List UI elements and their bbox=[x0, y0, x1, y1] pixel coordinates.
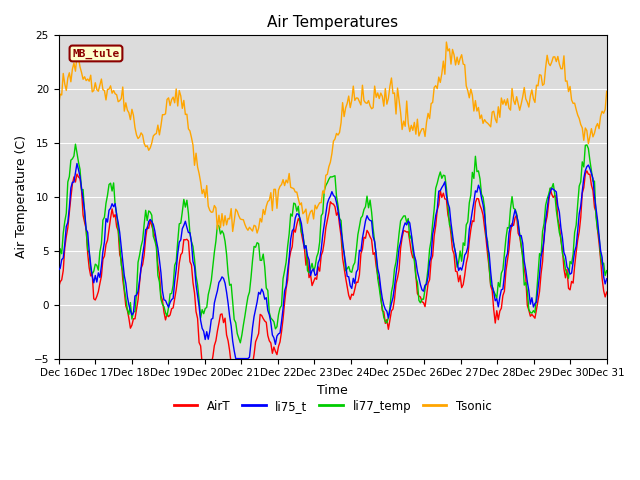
Y-axis label: Air Temperature (C): Air Temperature (C) bbox=[15, 135, 28, 258]
Legend: AirT, li75_t, li77_temp, Tsonic: AirT, li75_t, li77_temp, Tsonic bbox=[169, 395, 497, 417]
Title: Air Temperatures: Air Temperatures bbox=[267, 15, 398, 30]
Text: MB_tule: MB_tule bbox=[72, 48, 120, 59]
X-axis label: Time: Time bbox=[317, 384, 348, 397]
